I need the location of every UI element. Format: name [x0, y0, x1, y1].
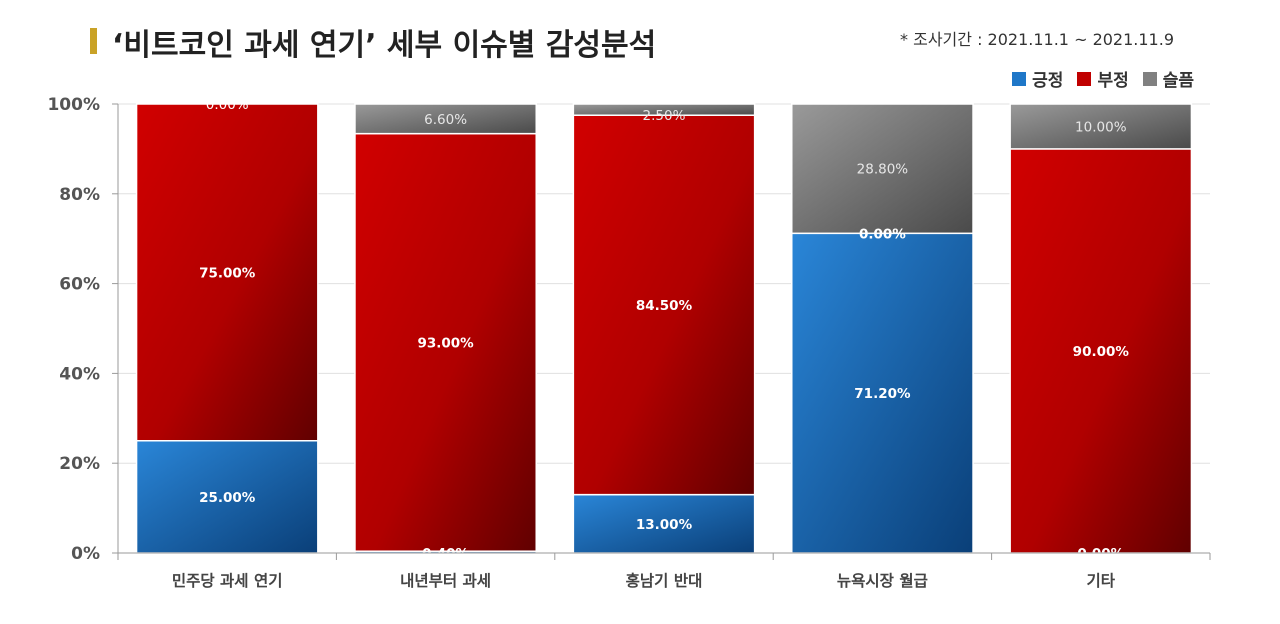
data-label-negative: 0.00% [859, 226, 906, 242]
y-tick-label: 100% [47, 95, 100, 115]
data-label-positive: 0.00% [1077, 546, 1124, 562]
bar-segment-sad [1009, 103, 1193, 150]
legend-label-positive: 긍정 [1032, 71, 1064, 91]
data-label-sad: 28.80% [857, 162, 909, 178]
bar-segment-positive [135, 440, 319, 554]
bar-segment-negative [135, 103, 319, 442]
data-label-positive: 25.00% [199, 490, 256, 506]
x-tick-label: 기타 [1087, 572, 1116, 590]
x-tick-label: 뉴욕시장 월급 [837, 572, 928, 590]
data-label-positive: 71.20% [854, 386, 911, 402]
data-labels: 25.00% 75.00% 0.00% 0.40% 93.00% 6.60% 13.00% 8… [199, 97, 1129, 562]
bar-segment-sad [354, 103, 537, 135]
data-label-negative: 93.00% [417, 335, 474, 351]
data-label-negative: 75.00% [199, 265, 256, 281]
title-marker [90, 28, 97, 54]
bar-segment-negative [1009, 148, 1193, 554]
legend-swatch-negative [1077, 71, 1092, 86]
legend: 긍정 부정 슬픔 [1012, 66, 1194, 91]
legend-item-negative: 부정 [1077, 66, 1129, 91]
data-label-sad: 6.60% [424, 112, 467, 128]
x-tick-label: 내년부터 과세 [400, 571, 491, 590]
y-tick-label: 0% [71, 544, 100, 564]
legend-item-positive: 긍정 [1012, 66, 1063, 91]
y-tick-label: 60% [59, 275, 100, 295]
data-label-sad: 10.00% [1075, 119, 1127, 135]
legend-item-sad: 슬픔 [1142, 66, 1194, 91]
legend-label-sad: 슬픔 [1162, 71, 1194, 91]
survey-period: * 조사기간 : 2021.11.1 ~ 2021.11.9 [900, 30, 1174, 49]
x-tick-label: 민주당 과세 연기 [172, 572, 283, 590]
legend-swatch-positive [1012, 71, 1027, 86]
bar-segment-sad [791, 103, 974, 235]
data-label-negative: 90.00% [1073, 344, 1130, 360]
data-label-negative: 84.50% [636, 298, 693, 314]
data-label-sad: 0.00% [206, 97, 249, 113]
bars [135, 103, 1193, 554]
legend-swatch-sad [1142, 71, 1157, 86]
legend-label-negative: 부정 [1097, 71, 1129, 91]
data-label-positive: 0.40% [422, 546, 469, 562]
bar-segment-positive [572, 493, 756, 554]
chart-title: ‘비트코인 과세 연기’ 세부 이슈별 감성분석 [112, 28, 657, 63]
x-tick-label: 홍남기 반대 [626, 571, 703, 590]
data-label-sad: 2.50% [643, 108, 686, 124]
y-tick-label: 40% [59, 364, 100, 384]
data-label-positive: 13.00% [636, 517, 693, 533]
y-tick-label: 80% [59, 185, 100, 205]
y-axis: 0% 20% 40% 60% 80% 100% [47, 95, 119, 564]
bar-segment-negative [354, 132, 537, 552]
x-axis: 민주당 과세 연기 내년부터 과세 홍남기 반대 뉴욕시장 월급 기타 [117, 552, 1211, 590]
bar-segment-negative [572, 114, 756, 496]
bar-segment-sad [572, 103, 756, 116]
y-tick-label: 20% [59, 454, 100, 474]
